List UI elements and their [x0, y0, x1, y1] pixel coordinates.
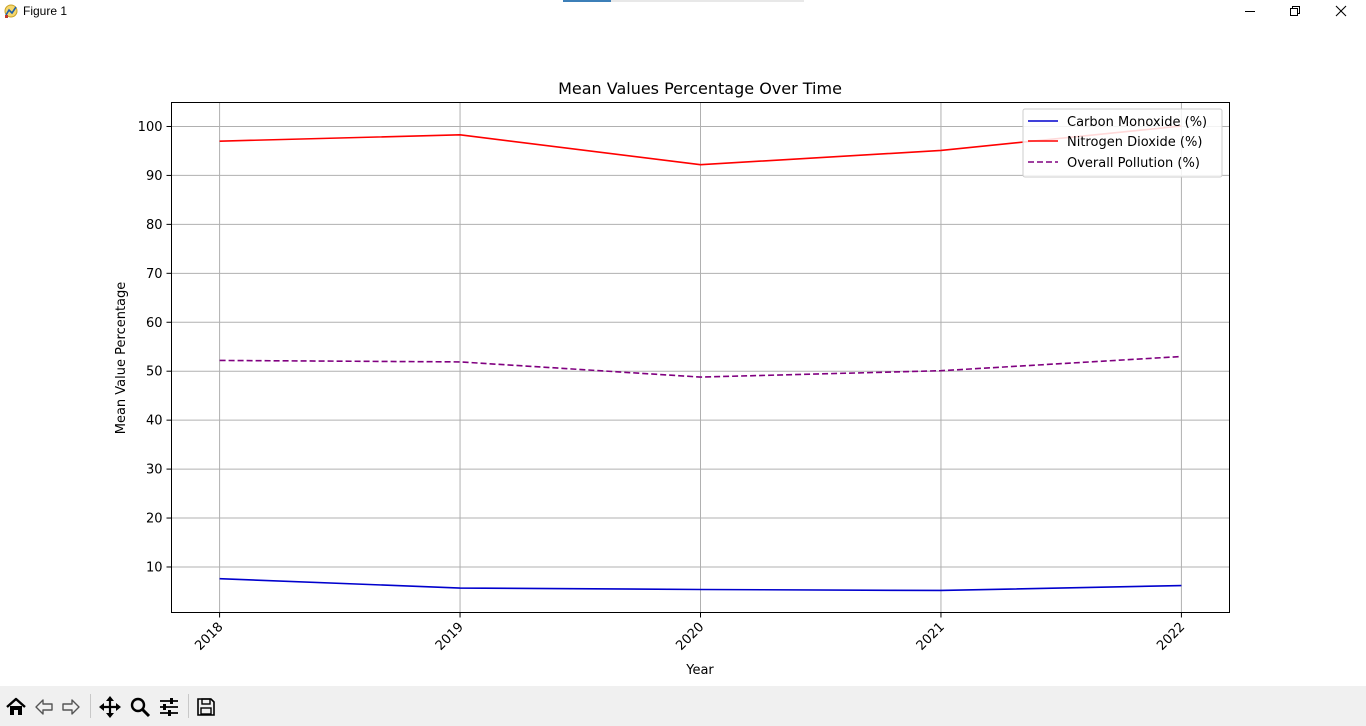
toolbar-separator [90, 694, 91, 718]
minimize-button[interactable] [1227, 0, 1273, 22]
toolbar-separator [188, 694, 189, 718]
back-button[interactable] [31, 694, 57, 720]
configure-subplots-icon [160, 698, 178, 716]
back-arrow-icon [35, 699, 53, 715]
navigation-toolbar [0, 686, 1366, 726]
save-button[interactable] [193, 694, 219, 720]
y-tick-label: 30 [146, 463, 163, 478]
y-tick-label: 70 [146, 267, 163, 282]
y-tick-label: 90 [146, 169, 163, 184]
close-button[interactable] [1318, 0, 1364, 22]
window-title: Figure 1 [23, 4, 68, 18]
legend-box [1022, 108, 1223, 178]
x-tick-label: 2021 [914, 620, 948, 654]
y-tick-label: 80 [146, 218, 163, 233]
legend-label-carbon-monoxide: Carbon Monoxide (%) [1067, 115, 1207, 130]
axis-ticks: 10 20 30 40 50 60 70 80 90 100 2018 2019 2020 2021 202… [138, 120, 1189, 654]
x-axis-label: Year [685, 663, 714, 678]
focus-strip-accent [563, 0, 611, 2]
y-tick-label: 60 [146, 316, 163, 331]
x-tick-label: 2019 [433, 620, 467, 654]
y-tick-label: 100 [138, 120, 163, 135]
chart-title: Mean Values Percentage Over Time [558, 79, 842, 98]
y-tick-label: 20 [146, 512, 163, 527]
pan-button[interactable] [97, 694, 123, 720]
pan-icon [99, 696, 121, 718]
forward-arrow-icon [62, 699, 80, 715]
y-tick-label: 50 [146, 365, 163, 380]
y-tick-label: 40 [146, 414, 163, 429]
home-icon [6, 697, 26, 715]
app-icon [3, 3, 19, 19]
minimize-icon [1245, 11, 1255, 12]
plot-area: 10 20 30 40 50 60 70 80 90 100 2018 2019 2020 2021 202… [0, 24, 1366, 686]
x-tick-label: 2020 [673, 620, 707, 654]
home-button[interactable] [3, 694, 29, 720]
save-icon [197, 698, 215, 716]
legend-label-nitrogen-dioxide: Nitrogen Dioxide (%) [1067, 135, 1202, 150]
focus-strip [563, 0, 804, 2]
grid-lines [171, 102, 1230, 613]
legend-label-overall-pollution: Overall Pollution (%) [1067, 156, 1200, 171]
series-line-0 [219, 577, 1182, 592]
zoom-button[interactable] [127, 694, 153, 720]
y-tick-label: 10 [146, 560, 163, 575]
maximize-icon [1290, 6, 1300, 16]
series-line-2 [219, 355, 1182, 378]
configure-subplots-button[interactable] [156, 694, 182, 720]
series-line-1 [219, 125, 1182, 166]
x-tick-label: 2018 [192, 620, 226, 654]
close-icon [1335, 5, 1347, 17]
series-lines [219, 125, 1182, 592]
maximize-button[interactable] [1272, 0, 1318, 22]
line-chart: 10 20 30 40 50 60 70 80 90 100 2018 2019 2020 2021 202… [114, 79, 1230, 678]
y-axis-label: Mean Value Percentage [114, 282, 129, 435]
legend: Carbon Monoxide (%) Nitrogen Dioxide (%)… [1022, 108, 1223, 178]
zoom-icon [130, 697, 151, 718]
window-titlebar: Figure 1 [0, 0, 1366, 24]
x-tick-label: 2022 [1154, 620, 1188, 654]
forward-button[interactable] [58, 694, 84, 720]
